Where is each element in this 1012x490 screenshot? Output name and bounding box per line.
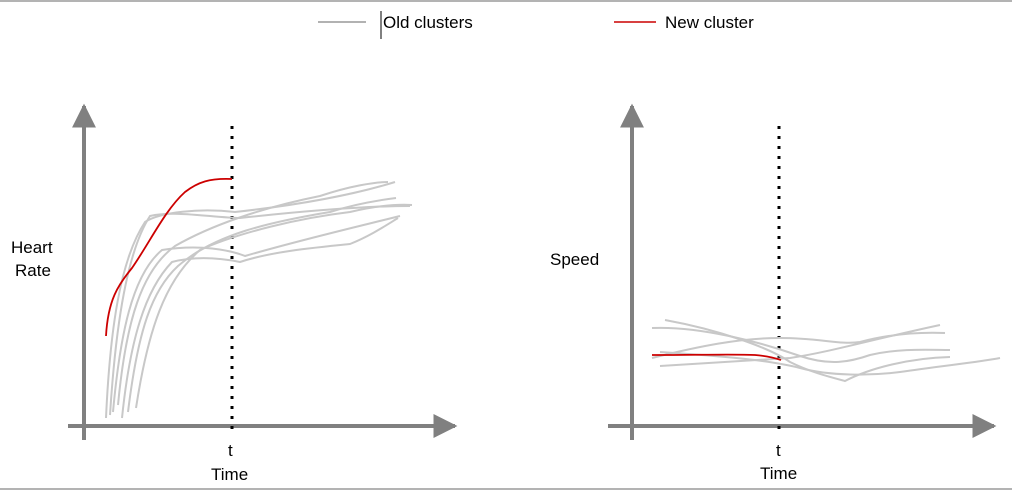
speed-x-label: Time <box>760 464 797 483</box>
heart-rate-panel: Heart Rate t Time <box>11 103 458 484</box>
legend: Old clusters New cluster <box>318 11 754 39</box>
speed-new-cluster <box>651 353 782 361</box>
speed-panel: Speed t Time <box>550 103 1001 483</box>
old-cluster-line <box>121 217 399 419</box>
speed-y-label: Speed <box>550 250 599 269</box>
speed-old-clusters <box>651 319 1001 383</box>
heart-rate-time-marker-label: t <box>228 441 233 460</box>
old-cluster-line <box>127 197 397 413</box>
speed-time-marker-label: t <box>776 441 781 460</box>
heart-rate-x-label: Time <box>211 465 248 484</box>
heart-rate-new-cluster <box>105 177 233 337</box>
old-cluster-line <box>659 324 941 367</box>
heart-rate-old-clusters <box>105 181 413 419</box>
legend-old-label: Old clusters <box>383 13 473 32</box>
old-cluster-line <box>659 351 1001 376</box>
top-border <box>0 0 1012 2</box>
old-cluster-line <box>117 181 389 406</box>
old-cluster-line <box>135 203 413 409</box>
old-cluster-line <box>651 326 951 364</box>
legend-new-label: New cluster <box>665 13 754 32</box>
bottom-border <box>0 488 1012 490</box>
old-cluster-line <box>112 215 401 413</box>
old-cluster-line <box>109 205 411 416</box>
heart-rate-y-label-line1: Heart <box>11 238 53 257</box>
heart-rate-y-label-line2: Rate <box>15 261 51 280</box>
old-cluster-line <box>664 319 951 383</box>
